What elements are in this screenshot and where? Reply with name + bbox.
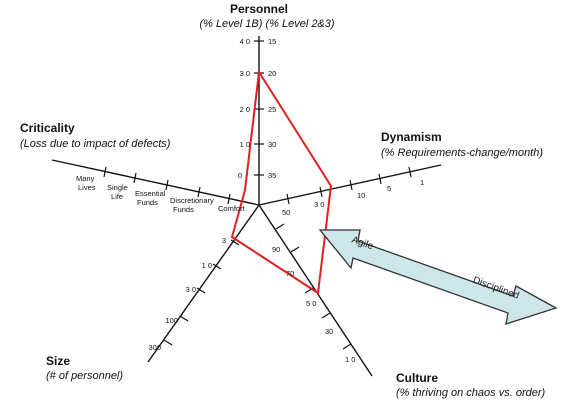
criticality-subtitle: (Loss due to impact of defects) xyxy=(20,138,171,150)
size-subtitle: (# of personnel) xyxy=(46,370,123,382)
culture-tick: 70 xyxy=(286,269,294,278)
size-tick: 100 xyxy=(165,316,178,325)
criticality-tick-label: Funds xyxy=(173,205,194,214)
size-tick: 300 xyxy=(148,343,161,352)
criticality-tick-label: Funds xyxy=(137,198,158,207)
personnel-right-tick: 15 xyxy=(268,37,276,46)
culture-subtitle: (% thriving on chaos vs. order) xyxy=(396,387,546,399)
dynamism-tick: 1 xyxy=(420,178,424,187)
criticality-tick-label: Essential xyxy=(135,189,166,198)
dynamism-subtitle: (% Requirements-change/month) xyxy=(381,147,543,159)
personnel-right-tick: 30 xyxy=(268,140,276,149)
personnel-left-tick: 1 0 xyxy=(240,140,250,149)
personnel-right-tick: 35 xyxy=(268,171,276,180)
criticality-tick-label: Comfort xyxy=(218,204,246,213)
dynamism-tick: 10 xyxy=(357,191,365,200)
axes xyxy=(51,36,442,377)
size-title: Size xyxy=(46,354,70,368)
dynamism-title: Dynamism xyxy=(381,130,442,144)
personnel-left-tick: 4 0 xyxy=(240,37,250,46)
culture-tick: 5 0 xyxy=(306,299,316,308)
personnel-right-tick: 25 xyxy=(268,105,276,114)
criticality-tick-labels: Many Lives Single Life Essential Funds D… xyxy=(76,174,246,214)
criticality-title: Criticality xyxy=(20,121,75,135)
personnel-left-tick: 0 xyxy=(238,171,242,180)
criticality-tick-label: Life xyxy=(111,192,123,201)
agile-disciplined-arrow: Agile Disciplined xyxy=(318,229,558,325)
personnel-title: Personnel xyxy=(230,2,288,16)
size-axis xyxy=(147,204,260,363)
culture-tick: 30 xyxy=(325,327,333,336)
personnel-subtitle: (% Level 1B) (% Level 2&3) xyxy=(199,18,334,30)
dynamism-axis xyxy=(258,164,442,206)
dynamism-tick: 3 0 xyxy=(314,200,324,209)
tick-marks xyxy=(103,40,412,350)
culture-tick: 90 xyxy=(272,245,280,254)
project-profile-polygon xyxy=(230,69,333,295)
dynamism-tick: 50 xyxy=(282,208,290,217)
personnel-right-tick: 20 xyxy=(268,69,276,78)
personnel-left-tick: 3 0 xyxy=(240,69,250,78)
criticality-tick-label: Lives xyxy=(78,183,96,192)
culture-title: Culture xyxy=(396,371,438,385)
criticality-tick-label: Discretionary xyxy=(170,196,214,205)
size-tick: 3 xyxy=(222,236,226,245)
size-tick: 3 0 xyxy=(186,285,196,294)
dynamism-tick: 5 xyxy=(387,184,391,193)
criticality-tick-label: Single xyxy=(107,183,128,192)
criticality-tick-label: Many xyxy=(76,174,95,183)
personnel-left-tick: 2 0 xyxy=(240,105,250,114)
size-tick: 1 0 xyxy=(202,261,212,270)
criticality-axis xyxy=(51,159,260,206)
double-arrow-icon xyxy=(318,229,558,325)
culture-tick: 1 0 xyxy=(345,355,355,364)
